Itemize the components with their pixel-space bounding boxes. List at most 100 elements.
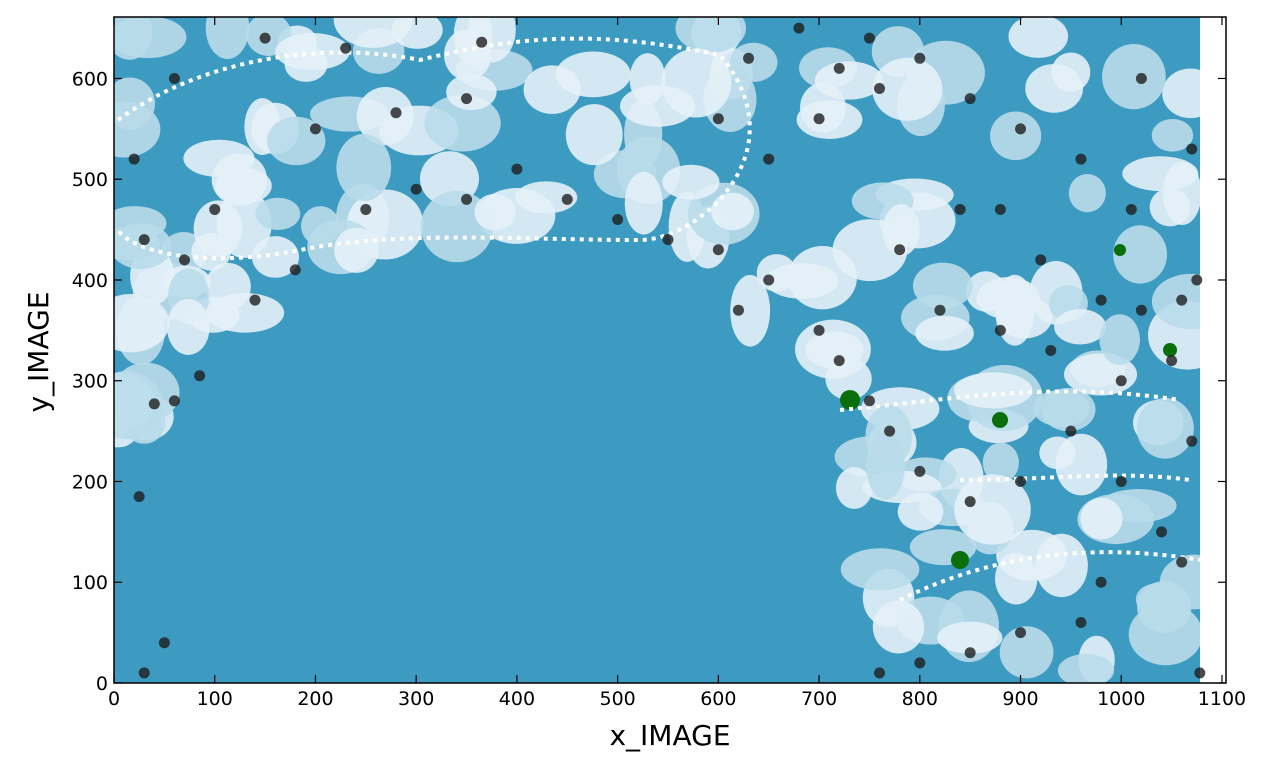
cell xyxy=(114,227,160,261)
point xyxy=(340,42,352,54)
point xyxy=(133,491,145,503)
point xyxy=(194,370,206,382)
cell xyxy=(424,94,501,152)
cell xyxy=(474,193,516,231)
point xyxy=(964,647,976,659)
cell xyxy=(1068,174,1106,213)
point xyxy=(209,203,221,215)
point xyxy=(954,203,966,215)
point xyxy=(994,203,1006,215)
point xyxy=(763,274,775,286)
cell xyxy=(1162,68,1200,119)
x-tick-label: 800 xyxy=(902,688,938,710)
point xyxy=(1015,123,1027,135)
cell xyxy=(1054,309,1107,345)
y-tick-label: 300 xyxy=(72,371,108,393)
cell xyxy=(1136,397,1194,459)
point xyxy=(813,324,825,336)
y-tick-label: 200 xyxy=(72,471,108,493)
point xyxy=(934,304,946,316)
cell xyxy=(1035,533,1088,598)
cell xyxy=(912,262,973,310)
point xyxy=(612,214,624,226)
point xyxy=(138,234,150,246)
x-tick-label: 500 xyxy=(599,688,635,710)
cell xyxy=(1102,43,1166,110)
cell xyxy=(711,192,754,231)
point xyxy=(1095,576,1107,588)
cell xyxy=(114,101,161,158)
cell xyxy=(840,548,920,591)
cell xyxy=(515,181,578,214)
cell xyxy=(114,370,163,440)
cell xyxy=(662,164,720,200)
x-tick-label: 600 xyxy=(700,688,736,710)
green-patch xyxy=(1163,343,1177,357)
cell xyxy=(255,197,301,230)
green-patch xyxy=(992,412,1008,428)
point xyxy=(1166,355,1178,367)
cell xyxy=(114,17,187,59)
cell xyxy=(765,263,839,299)
point xyxy=(1125,203,1137,215)
cell xyxy=(336,133,392,202)
point xyxy=(158,637,170,649)
cell xyxy=(796,100,863,140)
cell xyxy=(805,331,864,369)
cell xyxy=(1080,497,1123,540)
point xyxy=(793,22,805,34)
point xyxy=(1115,375,1127,387)
cell xyxy=(1039,436,1076,470)
cell xyxy=(114,293,170,353)
point xyxy=(511,163,523,175)
point xyxy=(410,183,422,195)
cell xyxy=(814,61,884,100)
cell xyxy=(954,372,1033,409)
cell xyxy=(205,17,250,59)
y-tick-label: 400 xyxy=(72,270,108,292)
y-tick-label: 100 xyxy=(72,572,108,594)
y-tick-label: 0 xyxy=(96,673,108,695)
cell xyxy=(555,51,631,98)
cell xyxy=(675,17,747,53)
point xyxy=(732,304,744,316)
point xyxy=(561,193,573,205)
point xyxy=(1095,294,1107,306)
point xyxy=(1135,72,1147,84)
contour xyxy=(839,389,1200,602)
y-tick-label: 600 xyxy=(72,68,108,90)
cell xyxy=(954,474,1031,545)
cell xyxy=(999,626,1054,679)
point xyxy=(1045,345,1057,357)
point xyxy=(259,32,271,44)
cell xyxy=(1142,592,1189,632)
point xyxy=(249,294,261,306)
cell xyxy=(1025,63,1084,113)
point xyxy=(712,244,724,256)
cell xyxy=(872,600,925,654)
cell xyxy=(391,17,443,49)
cell xyxy=(729,42,778,83)
point xyxy=(1115,475,1127,487)
cell xyxy=(624,171,663,235)
cell xyxy=(1099,314,1140,365)
cell xyxy=(825,358,872,400)
cell xyxy=(937,621,1003,654)
cell xyxy=(1057,654,1115,683)
x-tick-label: 1100 xyxy=(1198,688,1246,710)
cell xyxy=(1151,273,1200,330)
point xyxy=(1176,294,1188,306)
green-patch xyxy=(840,390,860,410)
point xyxy=(1015,475,1027,487)
cell xyxy=(619,85,696,127)
point xyxy=(148,398,160,410)
cell xyxy=(565,104,623,166)
point xyxy=(914,657,926,669)
image-margin xyxy=(1200,17,1226,683)
point xyxy=(1015,627,1027,639)
x-tick-label: 0 xyxy=(108,688,120,710)
point xyxy=(712,113,724,125)
cell xyxy=(446,74,497,111)
point xyxy=(1135,304,1147,316)
